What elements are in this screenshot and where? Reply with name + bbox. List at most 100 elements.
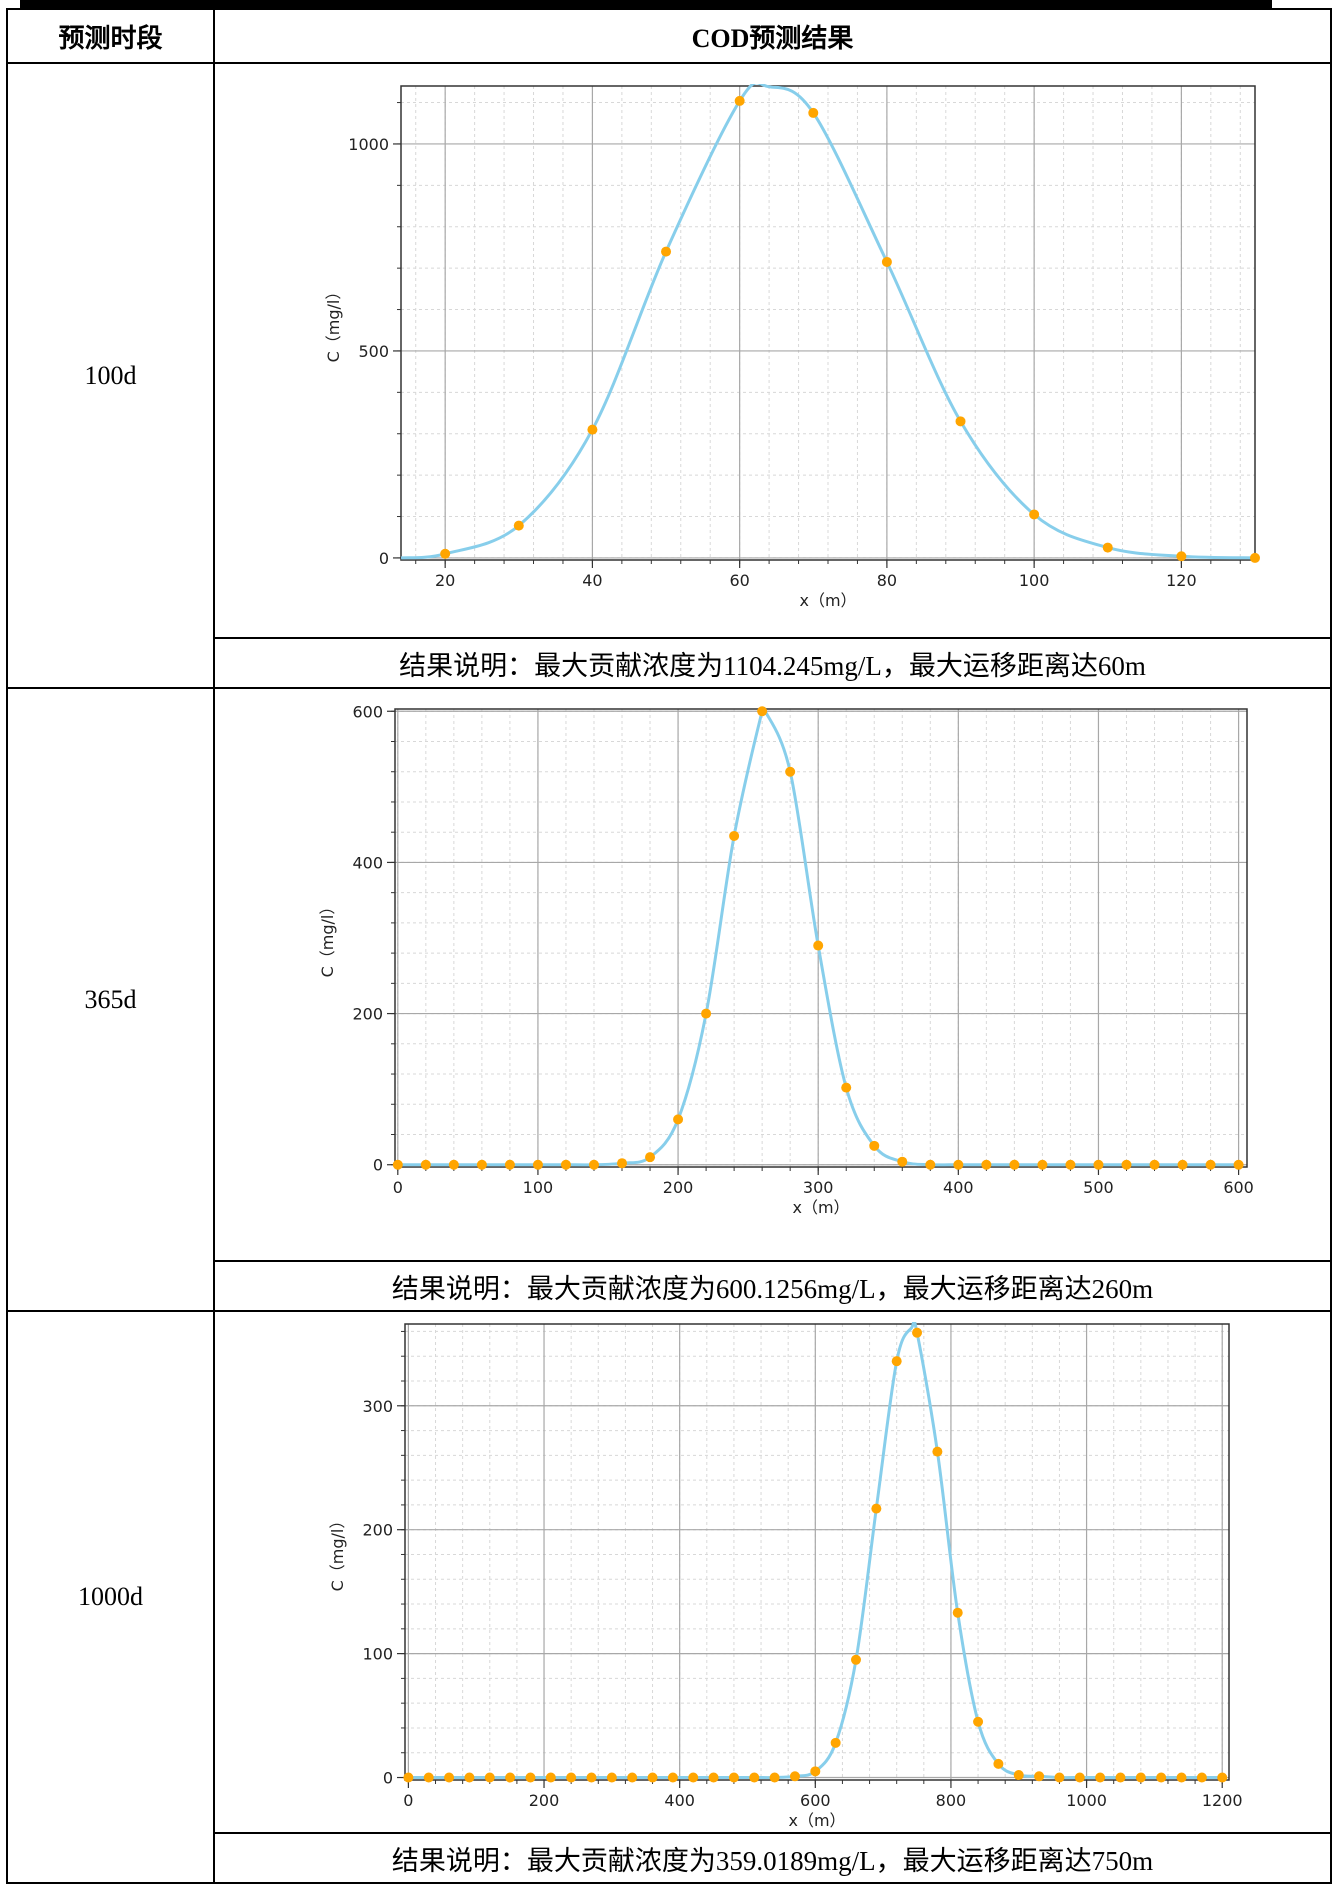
data-point [981,1160,991,1170]
period-cell: 1000d [7,1311,214,1883]
data-point [808,108,818,118]
x-tick-label: 1000 [1066,1791,1107,1810]
y-tick-label: 200 [362,1521,393,1540]
top-border-bar [20,0,1272,8]
data-point [424,1773,434,1783]
y-axis-title: C（mg/l） [324,284,343,363]
data-point [1136,1773,1146,1783]
x-tick-label: 120 [1166,571,1197,590]
data-point [851,1655,861,1665]
data-point [1176,551,1186,561]
data-point [1121,1160,1131,1170]
data-point [561,1160,571,1170]
data-point [869,1141,879,1151]
y-tick-label: 600 [352,702,383,721]
data-point [1156,1773,1166,1783]
data-point [661,247,671,257]
x-tick-label: 40 [582,571,602,590]
data-point [892,1356,902,1366]
y-tick-label: 1000 [348,135,389,154]
data-point [871,1504,881,1514]
data-point [1250,553,1260,563]
concentration-chart-100d: 20 40 60 80 100 120 0 500 1000 x（m） C（mg/l） [215,64,1330,637]
data-point [1095,1773,1105,1783]
concentration-chart-1000d: 0 200 400 600 800 1000 1200 0 100 200 300 x（m） C（mg/… [215,1312,1330,1832]
concentration-chart-365d: 0 100 200 300 400 500 600 0 200 400 600 x（m） C（mg/l） [215,689,1330,1260]
data-point [464,1773,474,1783]
data-point [673,1114,683,1124]
x-tick-label: 300 [803,1178,834,1197]
y-tick-label: 100 [362,1645,393,1664]
data-point [485,1773,495,1783]
x-axis-title: x（m） [799,591,856,610]
x-tick-label: 500 [1083,1178,1114,1197]
data-point [440,549,450,559]
data-point [1197,1773,1207,1783]
data-point [1054,1773,1064,1783]
y-tick-label: 500 [358,342,389,361]
x-tick-label: 1200 [1202,1791,1243,1810]
x-tick-label: 0 [393,1178,403,1197]
data-point [932,1447,942,1457]
data-point [627,1773,637,1783]
data-point [1115,1773,1125,1783]
y-tick-label: 0 [373,1156,383,1175]
data-point [505,1160,515,1170]
data-point [925,1160,935,1170]
data-point [1009,1160,1019,1170]
y-axis-title: C（mg/l） [328,1513,347,1592]
y-tick-label: 400 [352,853,383,872]
data-point [1029,509,1039,519]
data-point [953,1608,963,1618]
data-point [841,1083,851,1093]
data-point [617,1158,627,1168]
chart-cell: 20 40 60 80 100 120 0 500 1000 x（m） C（mg/l） [214,63,1331,638]
x-tick-label: 20 [435,571,455,590]
plot-area [395,709,1247,1167]
x-tick-label: 60 [729,571,749,590]
data-point [668,1773,678,1783]
table-header-row: 预测时段 COD预测结果 [7,9,1331,63]
data-point [953,1160,963,1170]
x-tick-label: 400 [943,1178,974,1197]
data-point [882,257,892,267]
data-point [757,706,767,716]
data-point [1034,1771,1044,1781]
data-point [1178,1160,1188,1170]
table-row: 365d 0 100 200 300 400 500 600 0 200 400 600 x（m） C（… [7,688,1331,1261]
data-point [813,941,823,951]
data-point [912,1328,922,1338]
x-tick-label: 400 [664,1791,695,1810]
data-point [729,1773,739,1783]
header-result: COD预测结果 [214,9,1331,63]
data-point [1217,1773,1227,1783]
x-tick-label: 100 [1019,571,1050,590]
data-point [1103,543,1113,553]
x-axis-title: x（m） [792,1198,849,1217]
data-point [1075,1773,1085,1783]
data-point [587,425,597,435]
data-point [1234,1160,1244,1170]
data-point [1037,1160,1047,1170]
data-point [477,1160,487,1170]
data-point [688,1773,698,1783]
chart-cell: 0 100 200 300 400 500 600 0 200 400 600 x（m） C（mg/l） [214,688,1331,1261]
data-point [566,1773,576,1783]
data-point [790,1771,800,1781]
data-point [1150,1160,1160,1170]
x-tick-label: 80 [877,571,897,590]
data-point [735,96,745,106]
data-point [993,1759,1003,1769]
result-note: 结果说明：最大贡献浓度为1104.245mg/L，最大运移距离达60m [214,638,1331,688]
x-tick-label: 0 [403,1791,413,1810]
data-point [785,767,795,777]
result-note: 结果说明：最大贡献浓度为600.1256mg/L，最大运移距离达260m [214,1261,1331,1311]
data-point [645,1152,655,1162]
data-point [749,1773,759,1783]
data-point [587,1773,597,1783]
data-point [1093,1160,1103,1170]
data-point [1014,1770,1024,1780]
data-point [973,1717,983,1727]
data-point [1065,1160,1075,1170]
data-point [505,1773,515,1783]
